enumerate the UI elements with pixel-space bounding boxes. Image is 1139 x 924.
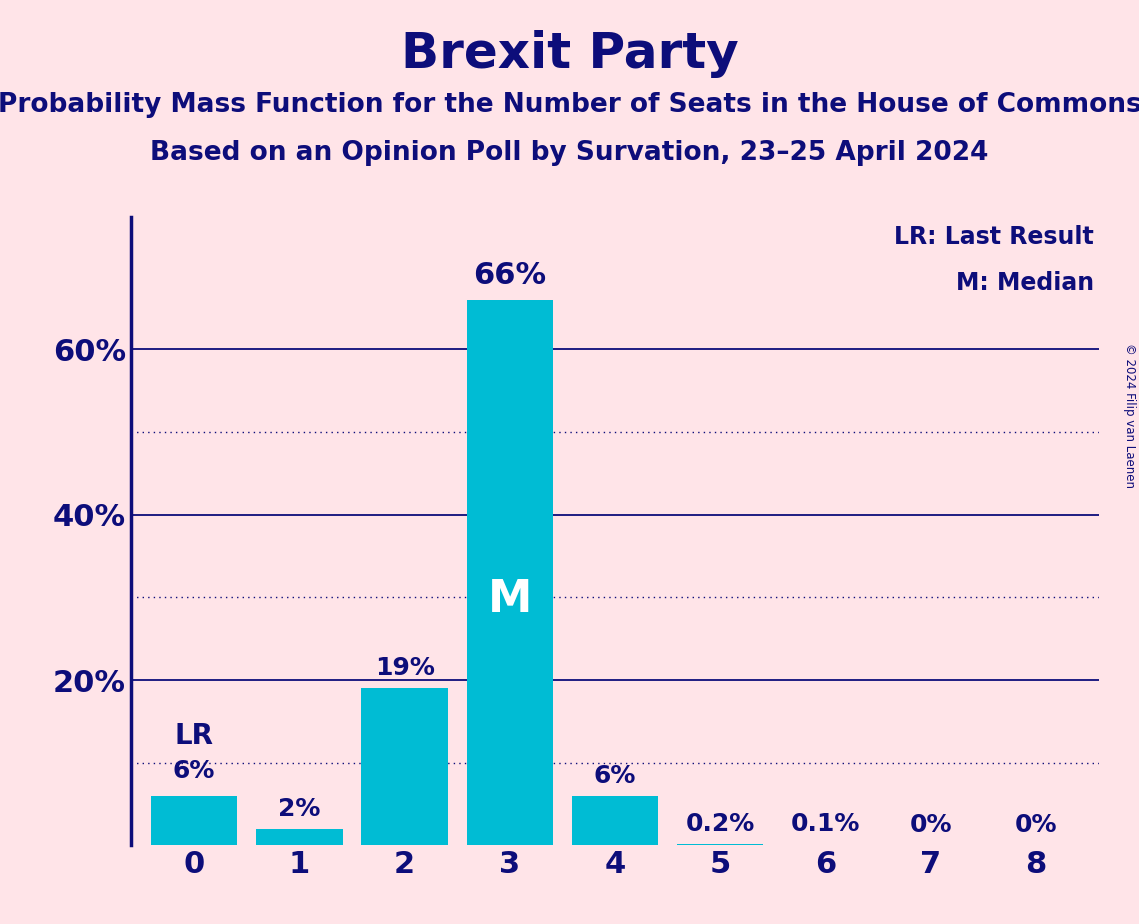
Text: Brexit Party: Brexit Party [401,30,738,78]
Bar [678,844,763,845]
Text: 0%: 0% [910,813,952,837]
Text: 6%: 6% [593,763,637,787]
Bar [361,688,448,845]
Text: 0.2%: 0.2% [686,811,755,835]
Text: Probability Mass Function for the Number of Seats in the House of Commons: Probability Mass Function for the Number… [0,92,1139,118]
Bar [151,796,237,845]
Text: M: Median: M: Median [956,271,1093,295]
Text: 0%: 0% [1015,813,1057,837]
Text: 66%: 66% [474,261,547,290]
Bar [256,829,343,845]
Text: M: M [487,578,532,622]
Bar [572,796,658,845]
Text: 2%: 2% [278,796,320,821]
Text: 6%: 6% [173,760,215,784]
Text: Based on an Opinion Poll by Survation, 23–25 April 2024: Based on an Opinion Poll by Survation, 2… [150,140,989,166]
Text: LR: LR [174,723,214,750]
Bar [467,299,552,845]
Text: 19%: 19% [375,656,435,680]
Text: © 2024 Filip van Laenen: © 2024 Filip van Laenen [1123,344,1137,488]
Text: LR: Last Result: LR: Last Result [894,225,1093,249]
Text: 0.1%: 0.1% [790,812,860,836]
